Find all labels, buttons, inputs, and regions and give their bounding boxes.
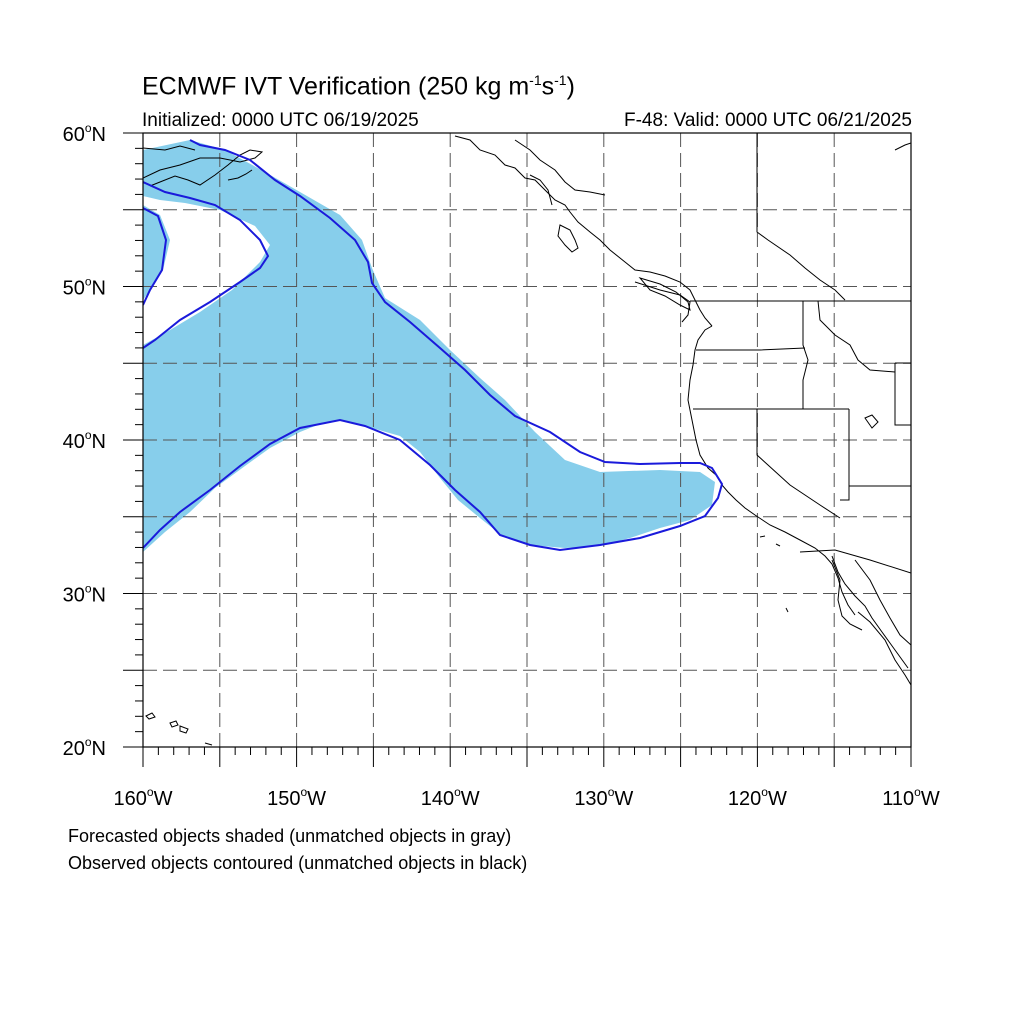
lon-labels: 160oW 150oW 140oW 130oW 120oW 110oW — [114, 785, 940, 810]
lat-label: 40oN — [63, 428, 106, 453]
observed-contour-outer — [143, 139, 724, 552]
lat-label: 50oN — [63, 275, 106, 300]
lon-label: 150oW — [267, 785, 326, 810]
graticule — [143, 133, 911, 747]
legend-observed: Observed objects contoured (unmatched ob… — [68, 853, 528, 873]
lon-label: 130oW — [574, 785, 633, 810]
chart-title: ECMWF IVT Verification (250 kg m-1s-1) — [142, 72, 575, 101]
legend-forecast: Forecasted objects shaded (unmatched obj… — [68, 826, 512, 846]
lat-label: 60oN — [63, 121, 106, 146]
initialized-time: Initialized: 0000 UTC 06/19/2025 — [142, 110, 419, 131]
lon-label: 120oW — [728, 785, 787, 810]
lat-label: 30oN — [63, 582, 106, 607]
lon-label: 160oW — [114, 785, 173, 810]
observed-contour-west — [143, 207, 168, 306]
axis-ticks — [123, 132, 912, 767]
forecast-objects — [143, 140, 715, 552]
coastlines — [143, 133, 911, 746]
forecast-object-main — [143, 140, 715, 552]
observed-objects — [143, 139, 724, 552]
lat-label: 20oN — [63, 735, 106, 760]
observed-contour-main — [143, 181, 270, 349]
lat-labels: 60oN 50oN 40oN 30oN 20oN — [63, 121, 106, 760]
lon-label: 140oW — [421, 785, 480, 810]
lon-label: 110oW — [882, 785, 940, 810]
valid-time: F-48: Valid: 0000 UTC 06/21/2025 — [624, 110, 912, 131]
forecast-object-west — [143, 205, 170, 300]
